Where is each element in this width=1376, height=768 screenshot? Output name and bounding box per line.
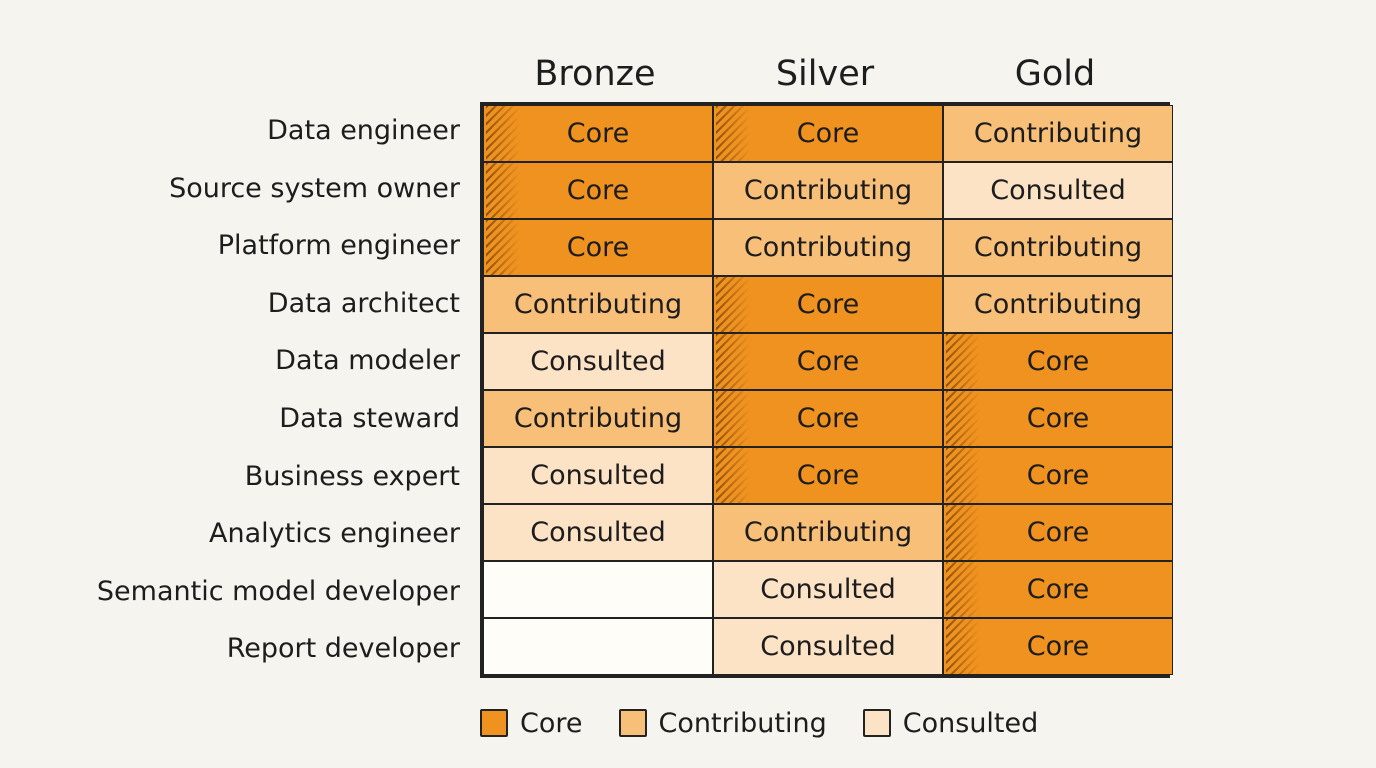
- cell-label: Core: [1026, 631, 1090, 662]
- cell-label: Contributing: [743, 175, 913, 206]
- matrix-cell: Contributing: [713, 219, 943, 276]
- responsibility-matrix: Core Core Contributing Core Contributing Cons…: [480, 102, 1173, 678]
- row-label: Report developer: [226, 633, 460, 665]
- row-label: Data architect: [267, 287, 460, 319]
- cell-label: Core: [1026, 346, 1090, 377]
- legend-swatch-consulted: [862, 709, 891, 737]
- legend-label-consulted: Consulted: [902, 707, 1039, 739]
- row-label: Analytics engineer: [209, 518, 460, 550]
- matrix-cell: Core: [713, 447, 943, 504]
- cell-label: Consulted: [530, 460, 666, 491]
- cell-label: Core: [796, 118, 860, 149]
- row-label: Platform engineer: [217, 230, 460, 262]
- row-label: Data engineer: [267, 115, 460, 146]
- cell-label: Consulted: [760, 574, 896, 605]
- matrix-cell: Consulted: [713, 561, 943, 618]
- matrix-cell: Contributing: [483, 276, 713, 333]
- cell-label: Core: [796, 460, 860, 491]
- matrix-cell: Contributing: [713, 162, 943, 219]
- matrix-cell: Core: [943, 390, 1173, 447]
- cell-label: Core: [566, 175, 630, 206]
- cell-label: Core: [1026, 517, 1090, 548]
- cell-label: Consulted: [760, 631, 896, 662]
- matrix-cell: Core: [483, 219, 713, 276]
- cell-label: Core: [796, 346, 860, 377]
- legend: Core Contributing Consulted: [480, 700, 1038, 746]
- cell-label: Contributing: [973, 118, 1143, 149]
- row-label: Business expert: [244, 460, 460, 492]
- matrix-cell: Consulted: [483, 333, 713, 390]
- matrix-cell: Core: [713, 276, 943, 333]
- matrix-cell: Consulted: [713, 618, 943, 675]
- matrix-cell: Core: [713, 390, 943, 447]
- matrix-cell: Core: [943, 447, 1173, 504]
- matrix-cell: Consulted: [943, 162, 1173, 219]
- matrix-cell: Core: [483, 162, 713, 219]
- matrix-cell: [483, 618, 713, 675]
- matrix-cell: Contributing: [943, 105, 1173, 162]
- cell-label: Core: [1026, 574, 1090, 605]
- row-label: Data steward: [279, 403, 460, 434]
- legend-label-core: Core: [520, 707, 583, 739]
- matrix-cell: Core: [943, 618, 1173, 675]
- matrix-cell: Core: [943, 504, 1173, 561]
- row-label: Source system owner: [169, 172, 460, 204]
- cell-label: Consulted: [530, 517, 666, 548]
- matrix-cell: Contributing: [713, 504, 943, 561]
- matrix-cell: Consulted: [483, 447, 713, 504]
- cell-label: Contributing: [513, 403, 683, 434]
- column-header-silver: Silver: [775, 54, 875, 94]
- matrix-cell: [483, 561, 713, 618]
- matrix-cell: Core: [713, 333, 943, 390]
- matrix-cell: Core: [943, 561, 1173, 618]
- cell-label: Consulted: [990, 175, 1126, 206]
- legend-item-contributing: Contributing: [618, 707, 827, 739]
- cell-label: Core: [1026, 403, 1090, 434]
- legend-label-contributing: Contributing: [658, 707, 827, 739]
- matrix-cell: Contributing: [943, 276, 1173, 333]
- row-label: Data modeler: [275, 345, 460, 377]
- matrix-cell: Core: [483, 105, 713, 162]
- matrix-cell: Contributing: [943, 219, 1173, 276]
- matrix-cell: Consulted: [483, 504, 713, 561]
- legend-swatch-core: [480, 709, 508, 737]
- column-header-gold: Gold: [1014, 54, 1096, 94]
- cell-label: Contributing: [973, 289, 1143, 320]
- row-label: Semantic model developer: [96, 575, 460, 607]
- matrix-cell: Core: [943, 333, 1173, 390]
- matrix-cell: Core: [713, 105, 943, 162]
- cell-label: Core: [1026, 460, 1090, 491]
- cell-label: Contributing: [743, 517, 913, 548]
- legend-item-consulted: Consulted: [862, 707, 1039, 739]
- legend-swatch-contributing: [618, 709, 647, 737]
- cell-label: Core: [566, 232, 630, 263]
- cell-label: Core: [796, 403, 860, 434]
- cell-label: Contributing: [973, 232, 1143, 263]
- column-header-bronze: Bronze: [534, 54, 656, 94]
- legend-item-core: Core: [480, 708, 583, 739]
- cell-label: Contributing: [743, 232, 913, 263]
- cell-label: Consulted: [530, 346, 666, 377]
- matrix-cell: Contributing: [483, 390, 713, 447]
- cell-label: Core: [566, 118, 630, 149]
- cell-label: Core: [796, 289, 860, 320]
- cell-label: Contributing: [513, 289, 683, 320]
